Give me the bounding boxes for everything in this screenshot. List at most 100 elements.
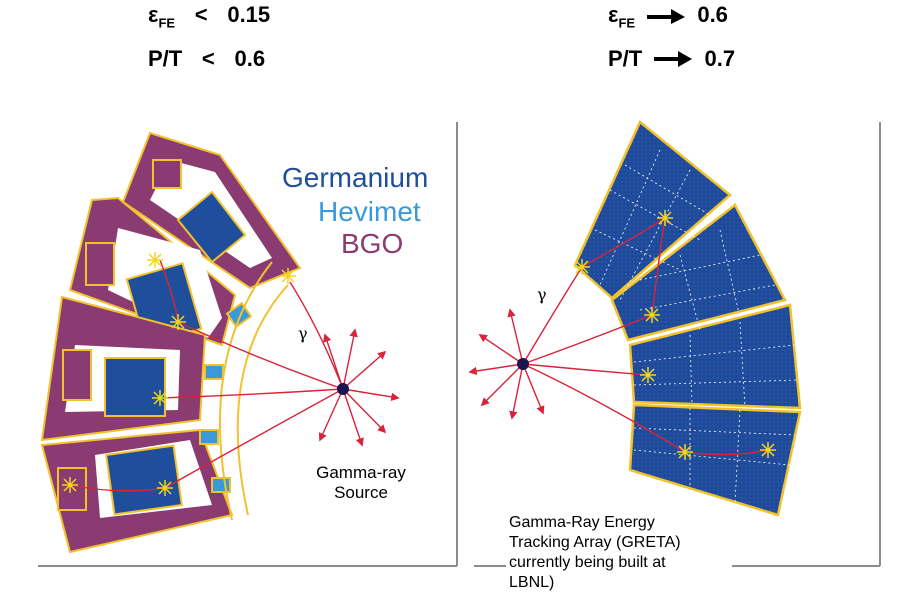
less-than-operator: < [201, 46, 215, 71]
interaction-star-icon [760, 442, 776, 458]
emission-arrow [478, 334, 524, 365]
grid-line [734, 409, 741, 504]
grid-line [739, 321, 746, 409]
emission-arrow [342, 388, 400, 402]
interaction-star-icon [574, 259, 590, 275]
left-source-emissions [318, 328, 400, 447]
grid-line [633, 427, 796, 436]
efficiency-symbol: εFE [148, 2, 176, 31]
bgo-block [152, 159, 182, 189]
legend-bgo: BGO [341, 228, 404, 259]
left-interaction-marks [62, 252, 296, 496]
source-label: Gamma-ray Source [302, 463, 420, 503]
interaction-star-icon [677, 444, 693, 460]
gamma-ray-path [522, 314, 653, 365]
detector-segment [121, 131, 302, 290]
hevimet-block [204, 364, 224, 380]
emission-arrow [342, 388, 364, 447]
right-arrow-icon [654, 51, 693, 67]
bgo-block [85, 242, 115, 286]
gamma-ray-path [651, 217, 666, 316]
peak-to-total-value: 0.7 [704, 46, 736, 71]
grid-line [639, 254, 761, 281]
bgo-block [57, 467, 87, 511]
hevimet-block [199, 429, 219, 445]
greta-caption-line: LBNL) [509, 574, 555, 591]
source-label-line2: Source [334, 483, 388, 502]
gamma-ray-path [581, 217, 666, 268]
grid-line [594, 229, 681, 271]
interaction-star-icon [152, 390, 168, 406]
efficiency-value: 0.6 [697, 2, 728, 27]
emission-arrow [480, 363, 524, 407]
source-label-line1: Gamma-ray [316, 463, 406, 482]
right-peak-to-total-metric: P/T 0.7 [608, 46, 735, 72]
right-source-emissions [468, 308, 545, 420]
efficiency-symbol: εFE [608, 2, 636, 31]
gamma-ray-path [164, 388, 344, 489]
interaction-star-icon [147, 252, 163, 268]
greta-crystal-segment [573, 120, 732, 300]
interaction-star-icon [170, 314, 186, 330]
interaction-star-icon [644, 307, 660, 323]
greta-detector-array [573, 120, 802, 517]
interaction-star-icon [280, 268, 296, 284]
greta-caption: Gamma-Ray Energy Tracking Array (GRETA) … [509, 513, 681, 593]
grid-line [609, 189, 701, 241]
peak-to-total-value: 0.6 [234, 46, 266, 71]
inner-ring-outline [219, 261, 273, 521]
emission-arrow [468, 363, 524, 376]
emission-arrow [318, 388, 344, 442]
interaction-star-icon [62, 477, 78, 493]
gamma-ray-path [159, 388, 344, 399]
gamma-ray-path [684, 449, 769, 456]
emission-arrow [323, 333, 344, 390]
germanium-crystal [105, 444, 183, 516]
grid-line [633, 379, 799, 386]
emission-arrow [342, 350, 387, 390]
germanium-crystal [176, 190, 247, 264]
peak-to-total-symbol: P/T [608, 46, 643, 71]
right-gamma-symbol: γ [537, 285, 547, 304]
gamma-ray-path [522, 363, 649, 376]
right-efficiency-metric: εFE 0.6 [608, 2, 728, 30]
germanium-crystal [104, 357, 166, 417]
grid-line [624, 164, 711, 216]
right-arrow-icon [647, 9, 686, 24]
greta-crystal-segment [628, 403, 802, 517]
left-efficiency-metric: εFE < 0.15 [148, 2, 270, 30]
inner-ring-outline [236, 284, 289, 516]
left-peak-to-total-metric: P/T < 0.6 [148, 46, 265, 72]
emission-arrow [507, 308, 524, 365]
grid-line [689, 334, 693, 406]
legend-hevimet: Hevimet [318, 196, 421, 227]
efficiency-value: 0.15 [227, 2, 271, 27]
gamma-ray-path [177, 321, 344, 390]
gamma-ray-path [289, 281, 344, 390]
grid-line [633, 344, 796, 363]
interaction-star-icon [157, 480, 173, 496]
greta-segmentation-grid [594, 149, 799, 504]
gamma-ray-path [69, 484, 166, 492]
grid-line [719, 229, 741, 319]
less-than-operator: < [194, 2, 208, 27]
gammasphere-detector-array [40, 131, 302, 554]
peak-to-total-symbol: P/T [148, 46, 183, 71]
right-gamma-rays [522, 217, 769, 456]
hevimet-block [211, 477, 231, 493]
right-interaction-marks [574, 210, 776, 460]
gamma-ray-path [522, 363, 686, 453]
emission-arrow [342, 388, 387, 434]
hevimet-block [225, 301, 253, 329]
interaction-star-icon [657, 210, 673, 226]
left-gamma-symbol: γ [298, 324, 308, 343]
greta-crystal-segment [628, 303, 802, 410]
detector-segment [40, 295, 207, 442]
greta-caption-line: Tracking Array (GRETA) [509, 534, 681, 551]
detector-segment [68, 196, 237, 347]
grid-line [633, 449, 791, 466]
interaction-star-icon [640, 367, 656, 383]
gamma-source-dot [337, 383, 349, 395]
legend-germanium: Germanium [282, 162, 429, 193]
